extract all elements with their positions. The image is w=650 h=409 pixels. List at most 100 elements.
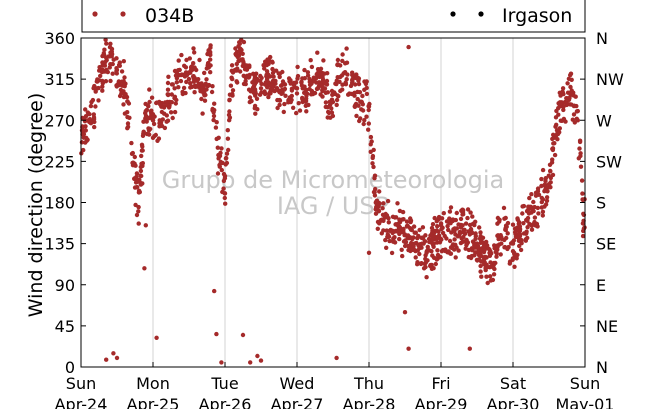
data-point — [270, 60, 275, 65]
data-point — [100, 84, 105, 89]
data-point — [127, 115, 132, 121]
data-point — [388, 227, 393, 233]
data-point — [535, 189, 541, 194]
data-point — [415, 262, 420, 267]
data-point — [406, 346, 411, 351]
data-point — [219, 360, 224, 365]
data-point — [447, 238, 453, 244]
data-point — [384, 213, 390, 218]
data-point — [222, 195, 227, 201]
data-point — [550, 146, 555, 152]
legend-marker-034b — [92, 11, 98, 17]
data-point — [488, 260, 493, 265]
data-point — [386, 234, 391, 239]
data-point — [122, 111, 128, 116]
data-point — [561, 116, 567, 122]
data-point — [434, 219, 439, 224]
data-point — [140, 133, 146, 138]
data-point — [401, 217, 406, 222]
data-point — [361, 121, 366, 127]
data-point — [430, 230, 435, 236]
data-point — [158, 102, 163, 108]
data-point — [271, 74, 276, 79]
data-point — [372, 193, 378, 198]
data-point — [505, 220, 511, 226]
data-point — [214, 331, 219, 337]
data-point — [383, 237, 388, 243]
data-point — [325, 71, 330, 76]
data-point — [125, 124, 131, 129]
data-point — [93, 104, 98, 109]
data-point — [540, 209, 546, 214]
data-point — [478, 254, 483, 259]
data-point — [228, 83, 234, 88]
data-point — [364, 91, 370, 97]
data-point — [181, 85, 187, 91]
data-point — [114, 67, 120, 73]
data-point — [191, 46, 196, 51]
y-tick-label-compass: W — [596, 111, 612, 130]
data-point — [484, 239, 489, 245]
data-point — [277, 97, 282, 103]
data-point — [164, 119, 169, 124]
data-point — [212, 101, 217, 106]
data-point — [364, 79, 369, 84]
data-point — [533, 193, 539, 198]
data-point — [242, 67, 248, 72]
data-point — [235, 66, 240, 71]
data-point — [418, 242, 423, 247]
data-point — [465, 215, 470, 221]
data-point — [330, 113, 336, 119]
data-point — [494, 254, 499, 259]
data-point — [574, 109, 580, 114]
data-point — [515, 225, 520, 230]
data-point — [86, 118, 91, 123]
data-point — [467, 232, 472, 237]
data-point — [252, 103, 258, 109]
data-point — [413, 230, 418, 235]
data-point — [121, 102, 126, 107]
data-point — [539, 199, 544, 205]
data-point — [402, 310, 408, 315]
data-point — [421, 266, 427, 271]
data-point — [518, 232, 523, 237]
data-point — [392, 240, 398, 245]
x-tick-label-day: Sun — [570, 374, 600, 393]
data-point — [96, 85, 101, 91]
data-point — [340, 82, 345, 87]
data-point — [461, 234, 466, 240]
data-point — [329, 106, 334, 111]
data-point — [81, 147, 86, 153]
data-point — [263, 80, 268, 85]
data-point — [340, 87, 345, 92]
data-point — [139, 148, 145, 153]
data-point — [262, 91, 268, 97]
data-point — [372, 176, 377, 181]
data-point — [151, 121, 157, 127]
data-point — [525, 225, 530, 230]
data-point — [212, 107, 217, 113]
data-point — [540, 213, 545, 218]
data-point — [132, 154, 137, 160]
data-point — [330, 99, 336, 105]
data-point — [408, 246, 413, 251]
data-point — [498, 252, 503, 257]
data-point — [212, 288, 217, 294]
data-point — [338, 63, 343, 68]
data-point — [560, 100, 565, 105]
data-point — [463, 221, 469, 226]
data-point — [299, 83, 305, 88]
data-point — [240, 332, 246, 338]
data-point — [350, 72, 355, 78]
data-point — [332, 91, 337, 96]
data-point — [548, 168, 553, 174]
data-point — [475, 244, 480, 250]
data-point — [270, 70, 276, 76]
data-point — [309, 64, 315, 70]
data-point — [417, 251, 422, 257]
data-point — [475, 250, 481, 256]
data-point — [520, 211, 525, 216]
data-point — [457, 229, 462, 235]
data-point — [277, 102, 282, 108]
data-point — [295, 64, 300, 70]
